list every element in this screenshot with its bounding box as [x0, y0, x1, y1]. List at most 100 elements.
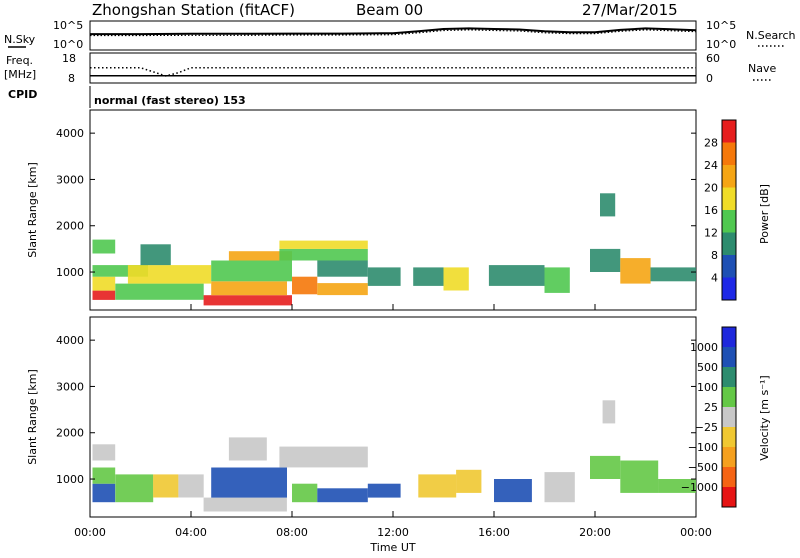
freq-label-line1: Freq.	[6, 54, 33, 67]
colorbar-segment-0	[722, 277, 736, 300]
heatmap-cell-9	[211, 260, 292, 282]
colorbar-segment-6	[722, 367, 736, 387]
colorbar-tick-1: −500	[688, 461, 718, 474]
y-tick-label-1: 2000	[56, 427, 84, 440]
velocity-heatmap	[92, 400, 696, 512]
nave-series-line	[90, 66, 696, 77]
colorbar-segment-7	[722, 120, 736, 143]
y-tick-label-0: 1000	[56, 266, 84, 279]
heatmap-cell-17	[413, 267, 444, 286]
cpid-label: CPID	[8, 88, 37, 101]
heatmap-cell-5	[127, 265, 212, 284]
heatmap-cell-22	[600, 193, 616, 217]
colorbar-tick-0: −1000	[681, 481, 718, 494]
x-tick-label-1: 04:00	[175, 526, 207, 539]
colorbar-segment-2	[722, 447, 736, 467]
y-tick-label-2: 3000	[56, 380, 84, 393]
colorbar-segment-5	[722, 165, 736, 188]
heatmap-cell-20	[544, 267, 570, 293]
heatmap-cell-0	[92, 483, 116, 503]
colorbar-segment-4	[722, 187, 736, 210]
heatmap-cell-12	[317, 283, 368, 296]
heatmap-cell-19	[488, 265, 545, 286]
colorbar-segment-8	[722, 327, 736, 347]
heatmap-cell-15	[279, 240, 368, 249]
nsky-label: N.Sky	[4, 33, 36, 46]
heatmap-cell-1	[92, 276, 116, 291]
station-title: Zhongshan Station (fitACF)	[92, 1, 295, 19]
colorbar-tick-4: 20	[704, 182, 718, 195]
colorbar-tick-2: 12	[704, 227, 718, 240]
x-axis-ticks: 00:00 04:00 08:00 12:00 16:00 20:00 00:00	[74, 304, 712, 539]
freq-panel-frame	[89, 52, 697, 84]
x-tick-label-3: 12:00	[377, 526, 409, 539]
heatmap-cell-16	[544, 472, 575, 503]
colorbar-segment-5	[722, 387, 736, 407]
heatmap-cell-15	[494, 479, 532, 503]
heatmap-cell-6	[203, 497, 287, 512]
colorbar-tick-6: 28	[704, 137, 718, 150]
colorbar-tick-1: 8	[711, 249, 718, 262]
nsearch-series-line	[90, 29, 697, 37]
nsky-panel-frame	[89, 20, 697, 51]
colorbar-segment-1	[722, 255, 736, 278]
heatmap-cell-3	[92, 239, 116, 254]
nsky-series-line	[90, 27, 697, 36]
nsearch-tick-bottom: 10^0	[706, 38, 736, 51]
heatmap-cell-14	[456, 469, 482, 493]
colorbar-segment-3	[722, 427, 736, 447]
date-title: 27/Mar/2015	[582, 1, 678, 19]
heatmap-cell-14	[279, 248, 368, 261]
beam-title: Beam 00	[356, 1, 423, 19]
x-tick-label-2: 08:00	[276, 526, 308, 539]
heatmap-cell-8	[228, 437, 267, 461]
nsearch-tick-top: 10^5	[706, 19, 736, 32]
heatmap-cell-11	[279, 446, 368, 468]
colorbar-frame	[721, 119, 737, 301]
power-ylabel: Slant Range [km]	[26, 162, 39, 258]
colorbar-segment-7	[722, 347, 736, 367]
colorbar-tick-5: 24	[704, 159, 718, 172]
heatmap-cell-3	[115, 474, 154, 503]
heatmap-cell-6	[140, 244, 171, 266]
colorbar-tick-6: 500	[697, 361, 718, 374]
velocity-colorbar: −1000 −500 −100 −25 25 100 500 1000	[681, 326, 737, 508]
heatmap-cell-12	[367, 483, 401, 498]
heatmap-cell-13	[418, 474, 457, 498]
heatmap-cell-17	[590, 455, 621, 479]
heatmap-cell-19	[620, 460, 659, 493]
power-colorbar: 4 8 12 16 20 24 28	[704, 119, 737, 301]
power-cbar-label: Power [dB]	[758, 184, 771, 244]
heatmap-cell-2	[92, 444, 116, 461]
colorbar-segment-1	[722, 467, 736, 487]
power-heatmap	[92, 193, 696, 306]
colorbar-frame	[721, 326, 737, 508]
freq-tick-bottom: 8	[68, 72, 75, 85]
heatmap-cell-4	[153, 474, 179, 498]
nsearch-label: N.Search	[746, 29, 796, 42]
heatmap-cell-18	[602, 400, 616, 424]
heatmap-cell-9	[292, 483, 318, 503]
heatmap-cell-10	[228, 251, 292, 261]
colorbar-segment-4	[722, 407, 736, 427]
heatmap-cell-2	[92, 265, 148, 277]
heatmap-cell-8	[211, 281, 287, 296]
y-tick-label-0: 1000	[56, 473, 84, 486]
heatmap-cell-4	[115, 283, 204, 300]
y-tick-label-1: 2000	[56, 220, 84, 233]
colorbar-tick-3: −25	[695, 421, 718, 434]
cpid-text: normal (fast stereo) 153	[94, 94, 246, 107]
heatmap-cell-7	[211, 467, 287, 498]
heatmap-cell-18	[443, 267, 469, 291]
x-tick-label-4: 16:00	[478, 526, 510, 539]
heatmap-cell-24	[650, 267, 696, 282]
freq-label-line2: [MHz]	[4, 68, 36, 81]
colorbar-segment-3	[722, 210, 736, 233]
x-tick-label-6: 00:00	[680, 526, 712, 539]
y-tick-label-2: 3000	[56, 173, 84, 186]
x-tick-label-5: 20:00	[579, 526, 611, 539]
y-tick-label-3: 4000	[56, 127, 84, 140]
heatmap-cell-7	[203, 295, 292, 306]
